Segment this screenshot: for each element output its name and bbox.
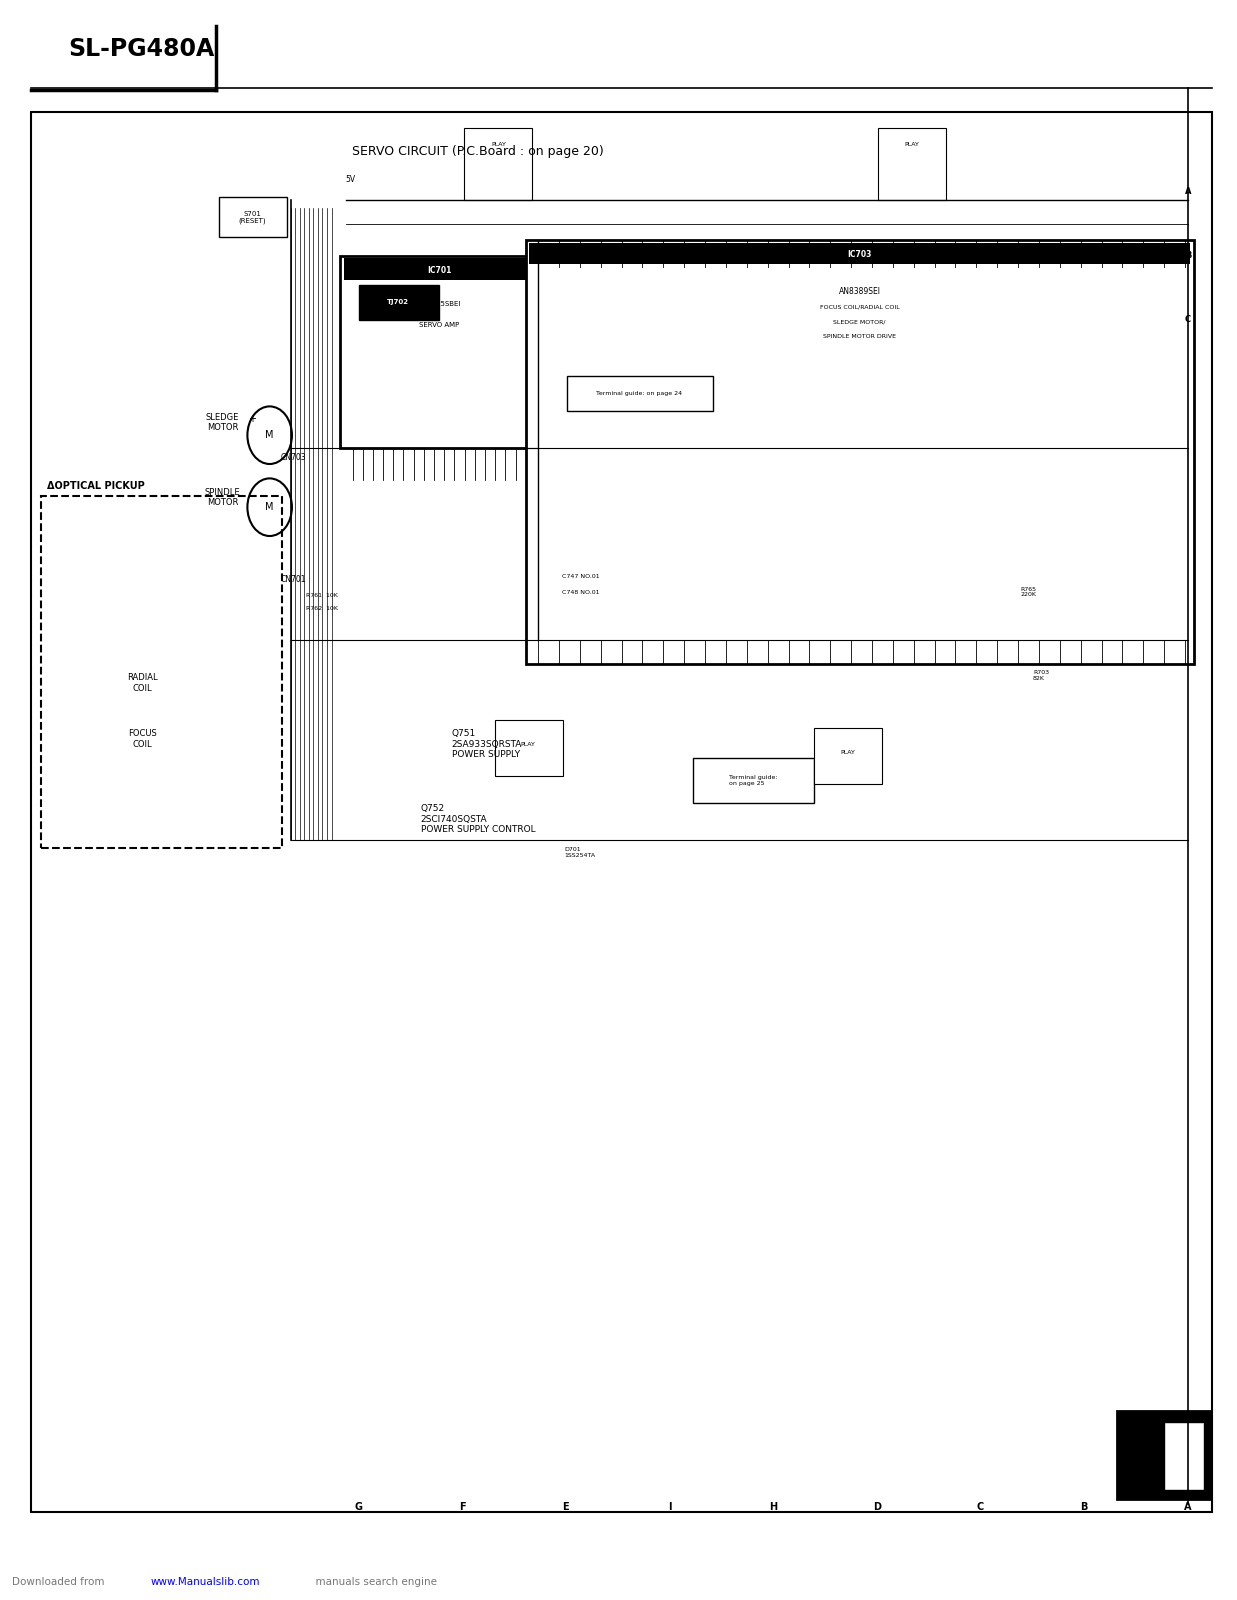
- Text: H: H: [769, 1502, 777, 1512]
- Text: PLAY: PLAY: [840, 749, 855, 755]
- Bar: [814, 728, 882, 784]
- Text: M: M: [266, 430, 273, 440]
- Text: SPINDLE MOTOR DRIVE: SPINDLE MOTOR DRIVE: [823, 333, 897, 339]
- Text: AN8389SEI: AN8389SEI: [839, 286, 881, 296]
- Text: Downloaded from: Downloaded from: [12, 1578, 108, 1587]
- Bar: [464, 128, 532, 200]
- Text: manuals search engine: manuals search engine: [309, 1578, 437, 1587]
- Text: 5V: 5V: [345, 174, 355, 184]
- Text: R761  10K: R761 10K: [306, 592, 338, 598]
- Text: I: I: [668, 1502, 672, 1512]
- Text: B: B: [1185, 251, 1191, 261]
- Bar: [693, 758, 814, 803]
- Bar: [1117, 1411, 1210, 1499]
- Text: C747 NO.01: C747 NO.01: [562, 573, 599, 579]
- Bar: [312, 136, 339, 171]
- Bar: [878, 128, 946, 200]
- Text: SL-PG480A: SL-PG480A: [68, 37, 214, 61]
- Text: D701
1SS254TA: D701 1SS254TA: [564, 848, 595, 858]
- Text: SLEDGE MOTOR/: SLEDGE MOTOR/: [834, 318, 886, 325]
- Text: FOCUS
COIL: FOCUS COIL: [127, 730, 157, 749]
- Text: Terminal guide:
on page 25: Terminal guide: on page 25: [729, 776, 778, 786]
- Text: G: G: [355, 1502, 362, 1512]
- Text: F: F: [459, 1502, 465, 1512]
- Text: A: A: [1185, 187, 1191, 197]
- Text: AN8805SBEI: AN8805SBEI: [417, 301, 461, 307]
- Text: CN701: CN701: [281, 574, 306, 584]
- Bar: [31, 112, 1212, 1512]
- Bar: [41, 496, 282, 848]
- Text: IC701: IC701: [427, 266, 452, 275]
- Bar: [526, 240, 1194, 664]
- Bar: [344, 258, 534, 280]
- Text: PLAY: PLAY: [491, 141, 506, 147]
- Text: IC703: IC703: [847, 250, 872, 259]
- Text: A: A: [1184, 1502, 1191, 1512]
- Text: A: A: [320, 146, 330, 158]
- Text: Q751
2SA933SQRSTA
POWER SUPPLY: Q751 2SA933SQRSTA POWER SUPPLY: [452, 730, 522, 758]
- Text: SERVO AMP: SERVO AMP: [419, 322, 459, 328]
- Text: M: M: [266, 502, 273, 512]
- Text: PLAY: PLAY: [521, 741, 536, 747]
- Text: SLEDGE
MOTOR: SLEDGE MOTOR: [207, 413, 239, 432]
- Text: S701
(RESET): S701 (RESET): [239, 211, 266, 224]
- Bar: [495, 720, 563, 776]
- Text: CN703: CN703: [281, 453, 306, 462]
- Text: C: C: [977, 1502, 983, 1512]
- Text: R703
82K: R703 82K: [1033, 670, 1049, 680]
- Text: Q752
2SCI740SQSTA
POWER SUPPLY CONTROL: Q752 2SCI740SQSTA POWER SUPPLY CONTROL: [421, 805, 536, 834]
- Text: RADIAL
COIL: RADIAL COIL: [127, 674, 157, 693]
- Text: Terminal guide: on page 24: Terminal guide: on page 24: [596, 390, 683, 397]
- Text: R765
220K: R765 220K: [1021, 587, 1037, 597]
- Bar: [567, 376, 713, 411]
- Text: R762  10K: R762 10K: [306, 605, 338, 611]
- Bar: [529, 243, 1190, 264]
- Text: FOCUS COIL/RADIAL COIL: FOCUS COIL/RADIAL COIL: [820, 304, 899, 310]
- Text: PLAY: PLAY: [904, 141, 919, 147]
- Text: C: C: [1185, 315, 1191, 325]
- Text: D: D: [873, 1502, 881, 1512]
- Bar: [359, 285, 439, 320]
- Text: SPINDLE
MOTOR: SPINDLE MOTOR: [205, 488, 240, 507]
- Text: www.Manualslib.com: www.Manualslib.com: [151, 1578, 261, 1587]
- Text: C748 NO.01: C748 NO.01: [562, 589, 599, 595]
- Bar: [340, 256, 538, 448]
- Text: ΔOPTICAL PICKUP: ΔOPTICAL PICKUP: [47, 482, 145, 491]
- Bar: [1164, 1422, 1204, 1490]
- Text: TJ702: TJ702: [387, 299, 409, 306]
- Text: B: B: [1080, 1502, 1087, 1512]
- Bar: [219, 197, 287, 237]
- Text: +: +: [249, 414, 256, 424]
- Text: E: E: [563, 1502, 569, 1512]
- Text: SERVO CIRCUIT (P.C.Board : on page 20): SERVO CIRCUIT (P.C.Board : on page 20): [344, 146, 604, 158]
